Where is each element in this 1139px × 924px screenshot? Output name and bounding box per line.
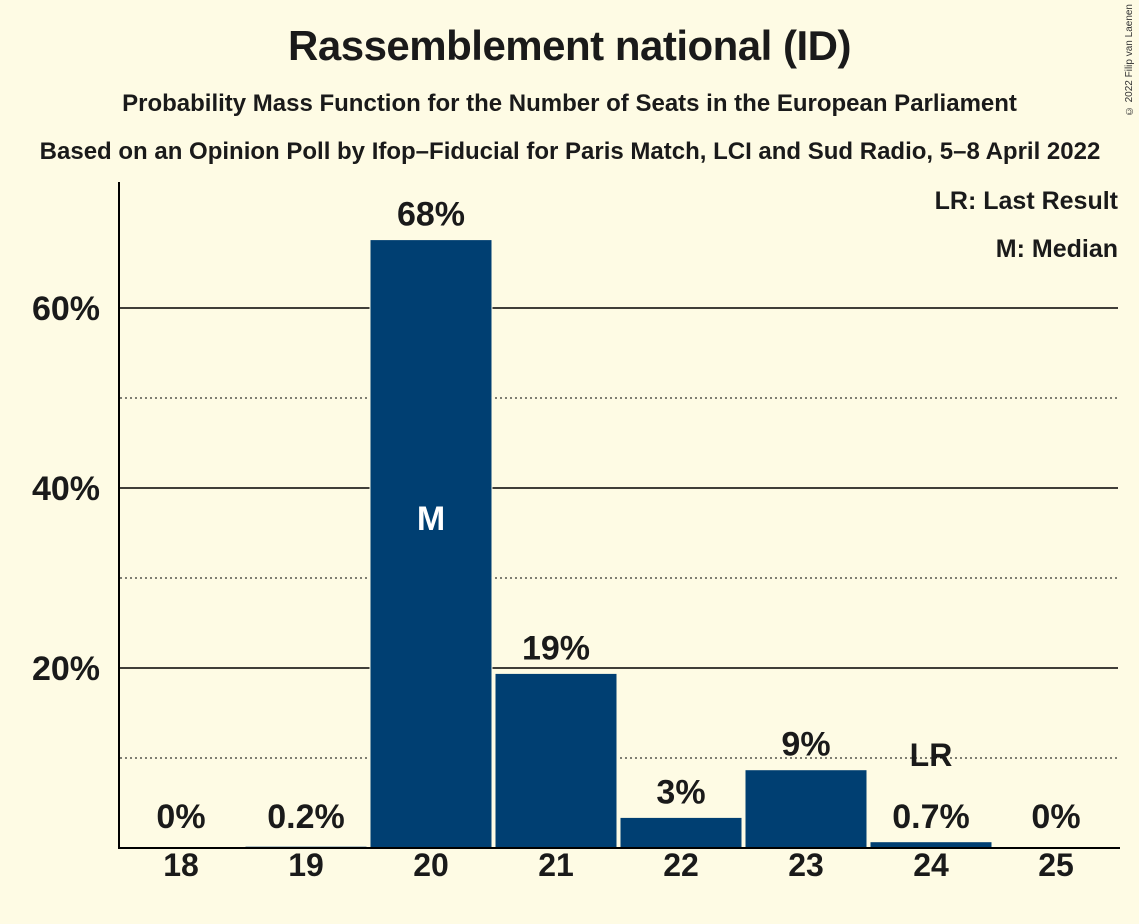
x-tick-label: 25	[1038, 847, 1074, 883]
gridlines	[120, 307, 1118, 759]
y-axis-ticks: 20% 40% 60%	[32, 290, 100, 688]
median-marker: M	[417, 500, 445, 538]
data-label: 0.7%	[892, 798, 970, 836]
data-label: 3%	[656, 773, 705, 811]
y-tick-label: 20%	[32, 650, 100, 688]
legend-last-result: LR: Last Result	[935, 187, 1119, 215]
x-tick-label: 22	[663, 847, 699, 883]
x-tick-label: 23	[788, 847, 824, 883]
bar	[744, 769, 868, 849]
data-label: 0%	[1031, 798, 1080, 836]
data-labels: 0% 0.2% 68% M 19% 3% 9% 0.7% LR 0%	[156, 196, 1080, 836]
legend-median: M: Median	[996, 235, 1118, 263]
data-label: 0%	[156, 798, 205, 836]
chart-title: Rassemblement national (ID)	[288, 22, 851, 69]
x-tick-label: 24	[913, 847, 949, 883]
y-tick-label: 40%	[32, 470, 100, 508]
y-tick-label: 60%	[32, 290, 100, 328]
x-tick-label: 21	[538, 847, 574, 883]
data-label: 9%	[781, 726, 830, 764]
bar	[369, 239, 493, 849]
chart-subtitle: Probability Mass Function for the Number…	[122, 90, 1017, 117]
x-tick-label: 20	[413, 847, 449, 883]
x-tick-label: 19	[288, 847, 324, 883]
bar	[619, 816, 743, 849]
bar	[494, 672, 618, 849]
data-label: 0.2%	[267, 798, 345, 836]
data-label: 19%	[522, 629, 590, 667]
x-tick-label: 18	[163, 847, 199, 883]
chart-source: Based on an Opinion Poll by Ifop–Fiducia…	[39, 138, 1101, 165]
x-axis-ticks: 18 19 20 21 22 23 24 25	[163, 847, 1074, 883]
bars	[244, 239, 993, 849]
last-result-marker: LR	[910, 737, 953, 773]
data-label: 68%	[397, 196, 465, 234]
